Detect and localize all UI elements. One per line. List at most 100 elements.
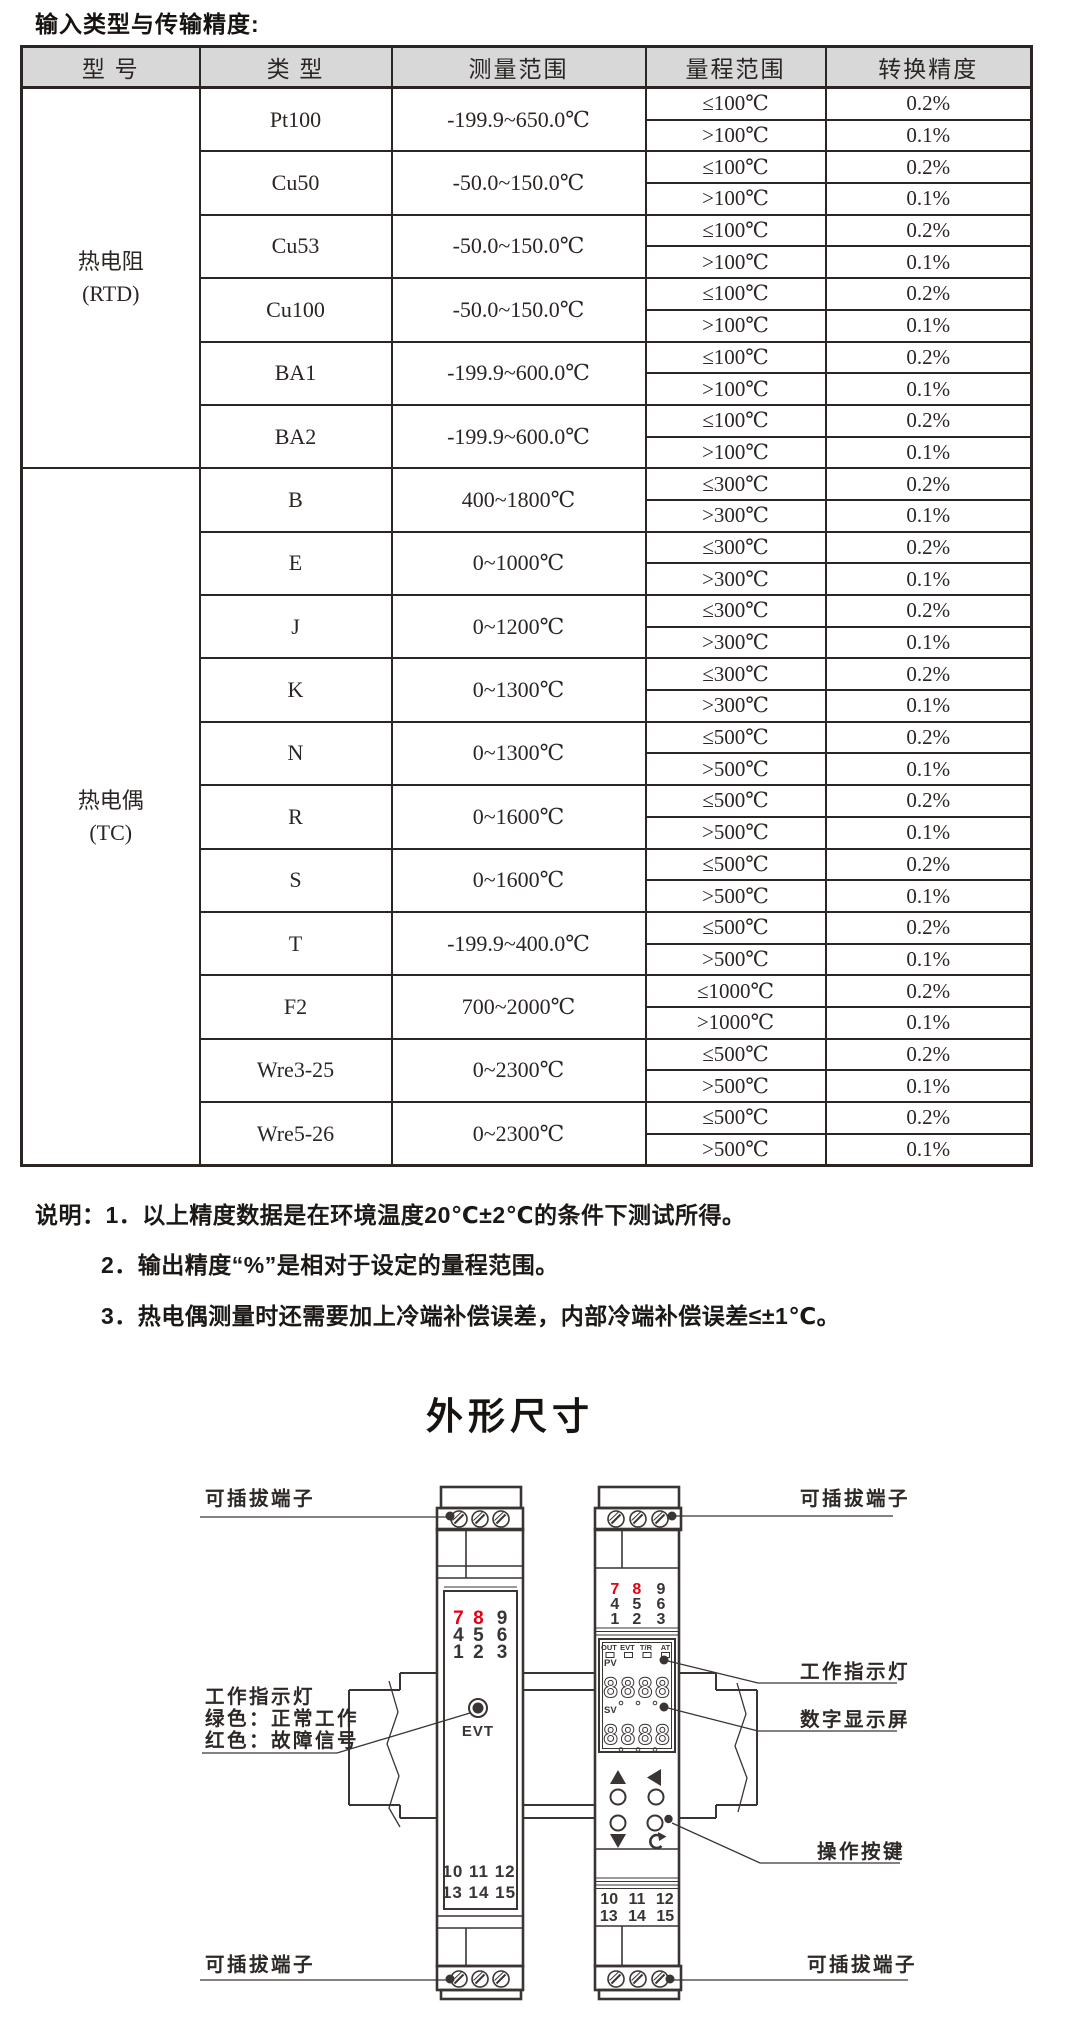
measure-range-cell: 0~1600℃ (390, 847, 647, 913)
accuracy-cell: 0.2% (824, 594, 1033, 628)
table-row: BA1 -199.9~600.0℃ ≤100℃ 0.2% (22, 340, 1033, 406)
status-led (468, 1698, 488, 1718)
accuracy-cell: 0.1% (824, 879, 1033, 913)
accuracy-cell: 0.1% (824, 1069, 1033, 1103)
type-cell: J (198, 593, 393, 660)
note-3: 3．热电偶测量时还需要加上冷端补偿误差，内部冷端补偿误差≤±1℃。 (101, 1303, 841, 1329)
label-work-indicator-left: 工作指示灯 (205, 1685, 315, 1708)
table-row: >500℃ 0.1% (22, 815, 1033, 850)
terminal-numbers: 13 14 15 (442, 1883, 516, 1902)
label-pluggable-terminal-top-left: 可插拔端子 (205, 1487, 315, 1510)
accuracy-cell: 0.2% (824, 213, 1033, 248)
span-range-cell: >100℃ (644, 372, 827, 406)
dimension-section-title: 外形尺寸 (426, 1396, 594, 1437)
table-row: F2 700~2000℃ ≤1000℃ 0.2% (22, 974, 1033, 1040)
span-range-cell: >100℃ (644, 182, 827, 216)
span-range-cell: ≤100℃ (644, 277, 827, 311)
indicator-lamp (642, 1652, 652, 1658)
measure-range-cell: 700~2000℃ (390, 974, 647, 1040)
table-row: >500℃ 0.1% (22, 879, 1033, 913)
screw-icon (629, 1510, 647, 1528)
key-button (646, 1814, 664, 1832)
span-range-cell: >500℃ (644, 942, 827, 977)
span-range-cell: ≤100℃ (644, 403, 827, 438)
table-row: >100℃ 0.1% (22, 118, 1033, 153)
measure-range-cell: 0~1600℃ (390, 784, 647, 850)
label-work-indicator-right: 工作指示灯 (800, 1660, 910, 1683)
measure-range-cell: -199.9~400.0℃ (390, 910, 647, 977)
terminal-numbers: 7 8 9 (453, 1608, 507, 1629)
screw-icon (607, 1510, 625, 1528)
span-range-cell: ≤300℃ (644, 657, 827, 692)
accuracy-cell: 0.1% (824, 625, 1033, 660)
span-range-cell: >300℃ (644, 689, 827, 723)
span-range-cell: ≤500℃ (644, 1037, 827, 1072)
leader-dot (445, 1974, 455, 1984)
header-span-range: 量程范围 (644, 45, 827, 89)
span-range-cell: >1000℃ (644, 1005, 827, 1040)
accuracy-cell: 0.2% (824, 150, 1033, 185)
measure-range-cell: 0~2300℃ (390, 1037, 647, 1104)
header-measure-range: 测量范围 (390, 45, 647, 89)
table-row: >500℃ 0.1% (22, 1069, 1033, 1103)
note-2: 2．输出精度“%”是相对于设定的量程范围。 (101, 1252, 559, 1278)
table-row: E 0~1000℃ ≤300℃ 0.2% (22, 530, 1033, 597)
table-row: >100℃ 0.1% (22, 308, 1033, 343)
key-button (609, 1814, 627, 1832)
screw-icon (492, 1510, 510, 1528)
pv-display: 8888 (602, 1673, 671, 1704)
digital-display-panel: OUT EVT T/R AT PV 8888 SV 8888 (598, 1638, 676, 1753)
type-cell: Cu50 (198, 150, 393, 216)
table-row: 热电阻 (RTD) Pt100 -199.9~650.0℃ ≤100℃ 0.2% (20, 86, 1033, 470)
terminal-block-top-left (435, 1485, 525, 1532)
label-pluggable-terminal-bottom-left: 可插拔端子 (205, 1953, 315, 1976)
terminal-numbers: 4 5 6 (610, 1596, 665, 1613)
leader-line (671, 1822, 900, 1864)
led-label: EVT (462, 1723, 494, 1740)
span-range-cell: ≤100℃ (644, 86, 827, 121)
table-row: >1000℃ 0.1% (22, 1005, 1033, 1040)
header-type: 类 型 (198, 45, 393, 89)
table-row: >300℃ 0.1% (22, 689, 1033, 723)
callouts: 可插拔端子 可插拔端子 工作指示灯 绿色：正常工作 红色：故障信号 工作指示灯 … (200, 1487, 917, 1981)
terminal-numbers: 13 14 15 (600, 1908, 674, 1925)
table-row: Wre5-26 0~2300℃ ≤500℃ 0.2% (22, 1101, 1033, 1167)
table-row: >100℃ 0.1% (22, 182, 1033, 216)
rail-break-right (734, 1682, 748, 1813)
span-range-cell: >300℃ (644, 625, 827, 660)
accuracy-cell: 0.1% (824, 815, 1033, 850)
span-range-cell: ≤100℃ (644, 150, 827, 185)
pv-label: PV (604, 1658, 617, 1669)
leader-line (667, 1660, 897, 1684)
loop-arrow-head (658, 1832, 667, 1841)
down-arrow-icon (610, 1834, 626, 1848)
span-range-cell: >500℃ (644, 752, 827, 787)
terminal-numbers: 10 11 12 (600, 1891, 674, 1908)
type-cell: F2 (198, 974, 393, 1040)
terminal-numbers: 4 5 6 (453, 1625, 507, 1646)
measure-range-cell: 0~1300℃ (390, 657, 647, 723)
module-right: 7 8 9 4 5 6 1 2 3 OUT EVT T/R AT (593, 1485, 683, 2001)
span-range-cell: >300℃ (644, 498, 827, 533)
measure-range-cell: -50.0~150.0℃ (390, 213, 647, 280)
span-range-cell: ≤500℃ (644, 784, 827, 818)
table-row: J 0~1200℃ ≤300℃ 0.2% (22, 593, 1033, 660)
table-row: >300℃ 0.1% (22, 625, 1033, 660)
leader-line (202, 1712, 471, 1754)
type-cell: Pt100 (198, 86, 393, 153)
screw-icon (471, 1970, 489, 1988)
measure-range-cell: 0~2300℃ (390, 1101, 647, 1167)
table-row: >300℃ 0.1% (22, 562, 1033, 596)
accuracy-cell: 0.1% (824, 245, 1033, 280)
span-range-cell: ≤100℃ (644, 340, 827, 375)
key-button (647, 1788, 665, 1806)
leader-dot (445, 1511, 455, 1521)
table-row: >500℃ 0.1% (22, 942, 1033, 977)
span-range-cell: ≤500℃ (644, 910, 827, 945)
accuracy-cell: 0.2% (824, 403, 1033, 438)
label-pluggable-terminal-bottom-right: 可插拔端子 (807, 1953, 917, 1976)
accuracy-cell: 0.2% (824, 340, 1033, 375)
spec-table-body: 热电阻 (RTD) Pt100 -199.9~650.0℃ ≤100℃ 0.2% >100℃… (20, 86, 1033, 1167)
accuracy-cell: 0.2% (824, 910, 1033, 945)
table-header-row: 型 号 类 型 测量范围 量程范围 转换精度 (20, 45, 1033, 89)
